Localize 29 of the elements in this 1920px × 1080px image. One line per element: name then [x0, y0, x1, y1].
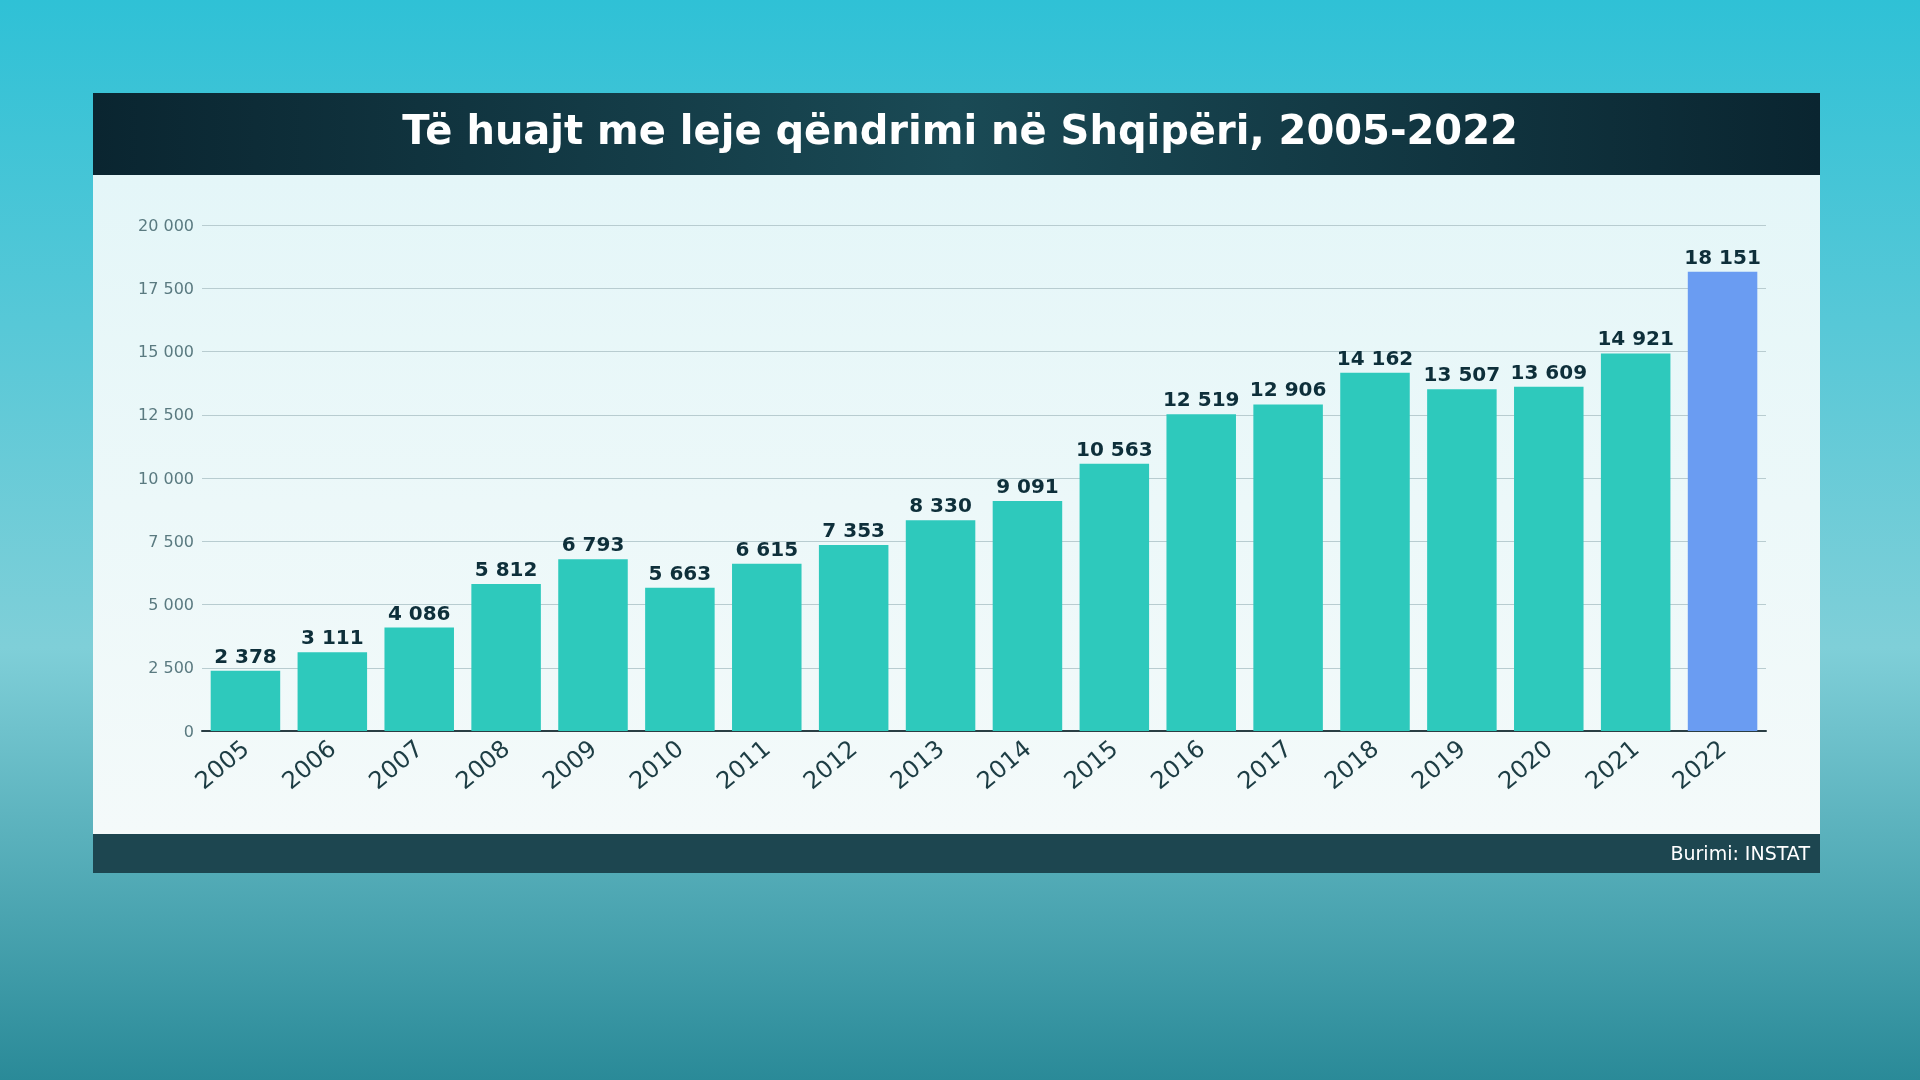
y-tick-label: 5 000 — [148, 595, 194, 614]
data-label: 5 812 — [474, 556, 538, 581]
y-tick-label: 0 — [183, 721, 194, 741]
y-tick-label: 20 000 — [138, 215, 194, 235]
data-label: 10 563 — [1076, 436, 1153, 461]
data-label: 8 330 — [909, 493, 972, 518]
text: Burimi: INSTAT — [1670, 841, 1811, 864]
data-label: 2 378 — [214, 643, 277, 668]
data-label: 6 615 — [735, 536, 799, 561]
y-tick-label: 12 500 — [138, 405, 194, 425]
data-label: 4 086 — [387, 600, 451, 625]
data-label: 12 519 — [1162, 387, 1240, 412]
data-label: 18 151 — [1684, 244, 1761, 269]
data-label: 14 921 — [1597, 326, 1674, 351]
data-label: 3 111 — [301, 625, 364, 650]
data-label: 13 609 — [1510, 359, 1588, 384]
data-label: 9 091 — [996, 474, 1059, 498]
data-label: 12 906 — [1249, 377, 1327, 402]
y-tick-label: 17 500 — [138, 278, 194, 298]
data-label: 5 663 — [648, 560, 712, 585]
y-tick-label: 7 500 — [148, 531, 194, 551]
y-tick-label: 15 000 — [138, 342, 194, 361]
y-tick-label: 2 500 — [148, 658, 194, 678]
data-label: 7 353 — [822, 517, 885, 542]
data-label: 6 793 — [561, 532, 625, 557]
y-tick-label: 10 000 — [138, 468, 194, 488]
data-label: 14 162 — [1336, 345, 1414, 370]
chart-title: Të huajt me leje qëndrimi në Shqipëri, 2005-2022 — [402, 107, 1518, 153]
data-label: 13 507 — [1423, 362, 1501, 387]
